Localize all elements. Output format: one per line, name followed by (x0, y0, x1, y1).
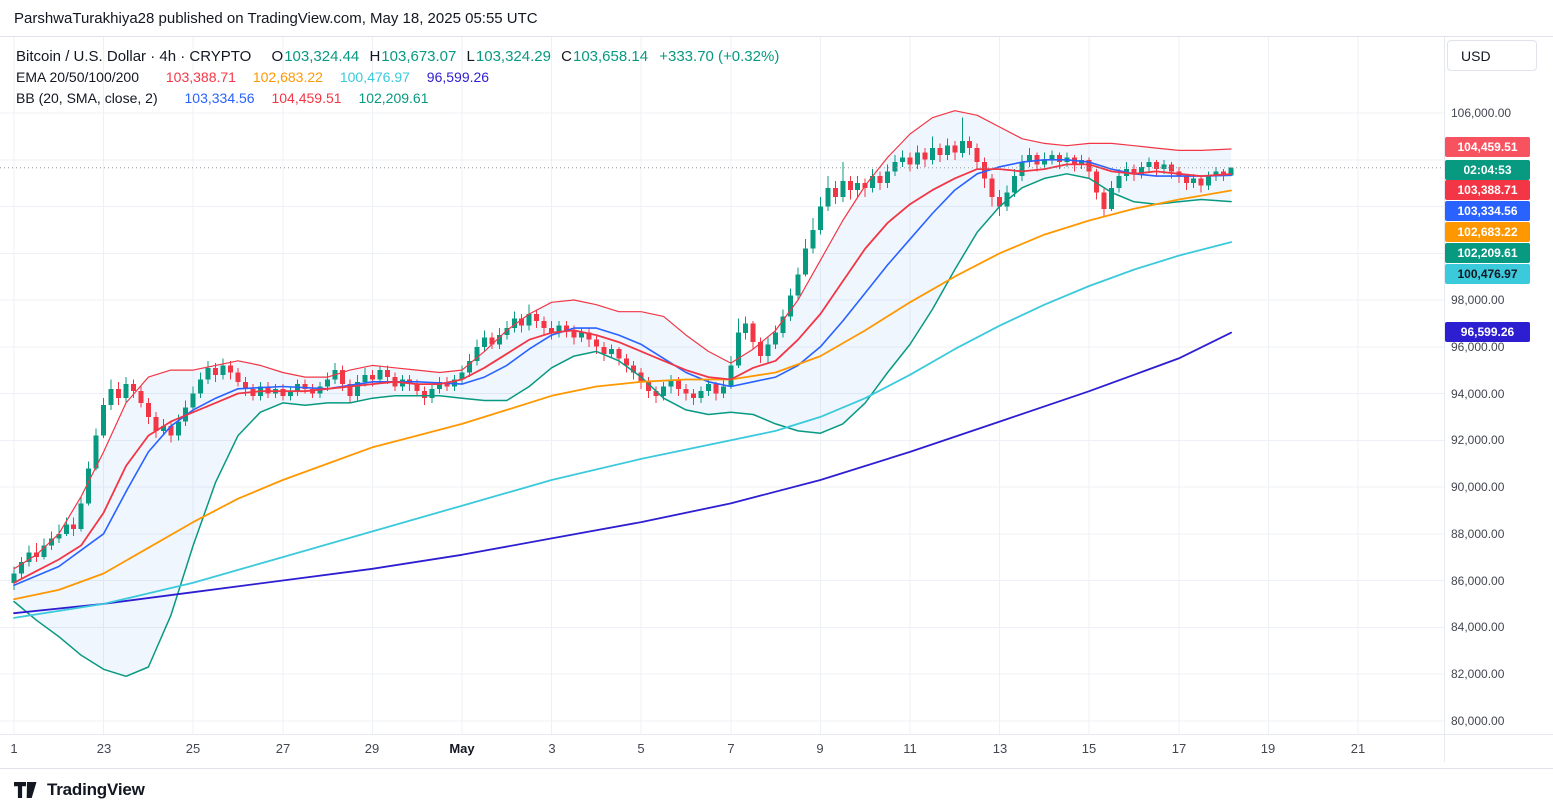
ema50-legend-value: 102,683.22 (252, 69, 323, 85)
ema50-price-label: 102,683.22 (1445, 222, 1530, 242)
ohlc-open-label: O (271, 48, 284, 65)
ema100-legend-value: 100,476.97 (339, 69, 410, 85)
bottom-toolbar: TradingView (0, 768, 1553, 810)
price-axis-separator (1444, 36, 1445, 762)
time-tick-label-27: 27 (275, 741, 291, 756)
time-tick-label-13: 13 (992, 741, 1008, 756)
ohlc-low-label: L (466, 48, 475, 65)
ema-legend-row: EMA 20/50/100/200 103,388.71 102,683.22 … (16, 67, 779, 88)
time-axis-separator (0, 734, 1553, 735)
symbol-title[interactable]: Bitcoin / U.S. Dollar · 4h · CRYPTO (16, 48, 252, 65)
publisher-bar: ParshwaTurakhiya28 published on TradingV… (0, 0, 1553, 37)
ohlc-high-value: 103,673.07 (381, 48, 457, 65)
ohlc-high-label: H (369, 48, 381, 65)
countdown-label: 02:04:53 (1445, 160, 1530, 180)
ema200-price-label: 96,599.26 (1445, 322, 1530, 342)
price-tick-label: 106,000.00 (1451, 106, 1512, 120)
bb-upper-legend-value: 104,459.51 (271, 90, 342, 106)
time-tick-label-23: 23 (96, 741, 112, 756)
time-tick-label-1: 1 (10, 741, 18, 756)
time-tick-label-15: 15 (1081, 741, 1097, 756)
bb-indicator-title[interactable]: BB (20, SMA, close, 2) (16, 90, 158, 106)
time-tick-label-7: 7 (727, 741, 735, 756)
time-tick-label-19: 19 (1260, 741, 1276, 756)
ohlc-close-label: C (561, 48, 572, 65)
ema20-legend-value: 103,388.71 (165, 69, 236, 85)
price-tick-label: 86,000.00 (1451, 574, 1505, 588)
publisher-text: ParshwaTurakhiya28 published on TradingV… (14, 9, 538, 27)
tradingview-logo-icon (14, 781, 37, 798)
ema20-price-label: 103,388.71 (1445, 180, 1530, 200)
ohlc-change: +333.70 (+0.32%) (659, 48, 780, 65)
price-tick-label: 94,000.00 (1451, 387, 1505, 401)
time-tick-label-may: May (449, 741, 475, 756)
time-tick-label-9: 9 (816, 741, 824, 756)
time-tick-label-25: 25 (185, 741, 201, 756)
ema100-price-label: 100,476.97 (1445, 264, 1530, 284)
tradingview-brand-link[interactable]: TradingView (14, 780, 145, 800)
price-tick-label: 92,000.00 (1451, 433, 1505, 447)
currency-button-label: USD (1461, 47, 1491, 64)
price-tick-label: 88,000.00 (1451, 527, 1505, 541)
time-tick-label-29: 29 (364, 741, 380, 756)
ohlc-close-value: 103,658.14 (572, 48, 649, 65)
time-tick-label-17: 17 (1171, 741, 1187, 756)
bb-upper-price-label: 104,459.51 (1445, 137, 1530, 157)
time-axis[interactable]: 1 23 25 27 29 May 3 5 7 9 11 13 15 17 19 21 (0, 735, 1444, 765)
time-tick-label-5: 5 (637, 741, 645, 756)
time-tick-label-11: 11 (903, 741, 917, 756)
bb-basis-price-label: 103,334.56 (1445, 201, 1530, 221)
tradingview-brand-text: TradingView (47, 779, 145, 799)
ohlc-low-value: 103,324.29 (475, 48, 551, 65)
legend: Bitcoin / U.S. Dollar · 4h · CRYPTO O103… (16, 46, 779, 109)
symbol-legend-row: Bitcoin / U.S. Dollar · 4h · CRYPTO O103… (16, 46, 779, 67)
ema200-legend-value: 96,599.26 (426, 69, 490, 85)
price-tick-label: 98,000.00 (1451, 293, 1505, 307)
time-tick-label-3: 3 (548, 741, 556, 756)
currency-button[interactable]: USD (1447, 40, 1537, 71)
ema-indicator-title[interactable]: EMA 20/50/100/200 (16, 69, 139, 85)
bb-lower-price-label: 102,209.61 (1445, 243, 1530, 263)
price-tick-label: 90,000.00 (1451, 480, 1505, 494)
price-tick-label: 84,000.00 (1451, 620, 1505, 634)
price-chart-plot[interactable] (0, 36, 1444, 762)
price-tick-label: 96,000.00 (1451, 340, 1505, 354)
bb-basis-legend-value: 103,334.56 (184, 90, 255, 106)
time-tick-label-21: 21 (1350, 741, 1366, 756)
price-tick-label: 80,000.00 (1451, 714, 1505, 728)
bb-lower-legend-value: 102,209.61 (358, 90, 429, 106)
price-tick-label: 82,000.00 (1451, 667, 1505, 681)
bb-legend-row: BB (20, SMA, close, 2) 103,334.56 104,45… (16, 88, 779, 109)
price-axis[interactable]: 106,000.00 98,000.00 96,000.00 94,000.00 92,… (1445, 36, 1553, 734)
ohlc-open-value: 103,324.44 (284, 48, 360, 65)
